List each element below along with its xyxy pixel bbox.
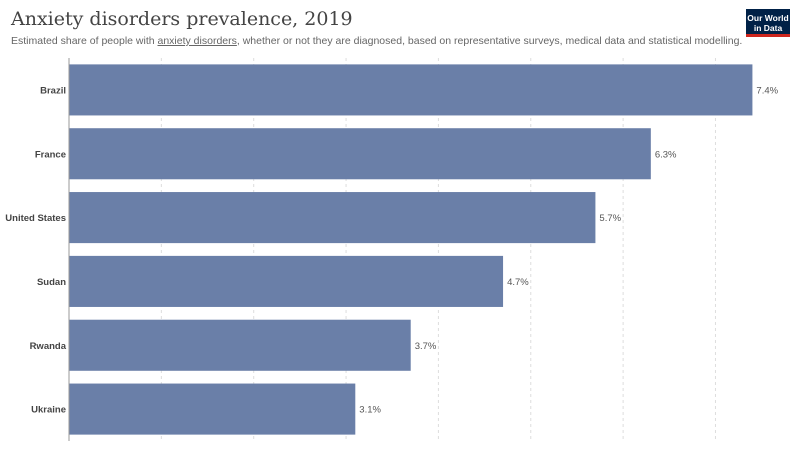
category-label: United States	[5, 213, 66, 224]
bar-brazil[interactable]	[69, 64, 753, 116]
category-label: Rwanda	[30, 341, 67, 352]
bars: Brazil 7.4% France 6.3% United States 5.7% Sud…	[5, 64, 779, 435]
bar-france[interactable]	[69, 128, 651, 180]
logo-line-1: Our World	[747, 13, 789, 23]
chart-title: Anxiety disorders prevalence, 2019	[11, 8, 353, 30]
value-label: 6.3%	[655, 149, 677, 160]
owid-logo[interactable]: Our World in Data	[746, 9, 790, 37]
value-label: 7.4%	[756, 85, 778, 96]
bar-united-states[interactable]	[69, 192, 596, 244]
value-label: 5.7%	[599, 213, 621, 224]
grid-lines	[160, 58, 716, 441]
bar-ukraine[interactable]	[69, 383, 356, 435]
value-label: 4.7%	[507, 277, 529, 288]
subtitle-prefix: Estimated share of people with	[11, 35, 158, 47]
bar-rwanda[interactable]	[69, 319, 411, 371]
bar-sudan[interactable]	[69, 255, 504, 307]
subtitle-suffix: , whether or not they are diagnosed, bas…	[236, 35, 743, 47]
anxiety-disorders-link[interactable]: anxiety disorders	[157, 35, 237, 47]
category-label: Sudan	[37, 277, 66, 288]
category-label: France	[35, 149, 66, 160]
value-label: 3.7%	[415, 341, 437, 352]
value-label: 3.1%	[359, 405, 381, 416]
chart-subtitle: Estimated share of people with anxiety d…	[11, 35, 742, 47]
category-label: Ukraine	[31, 405, 66, 416]
logo-line-2: in Data	[753, 23, 783, 33]
category-label: Brazil	[40, 85, 66, 96]
